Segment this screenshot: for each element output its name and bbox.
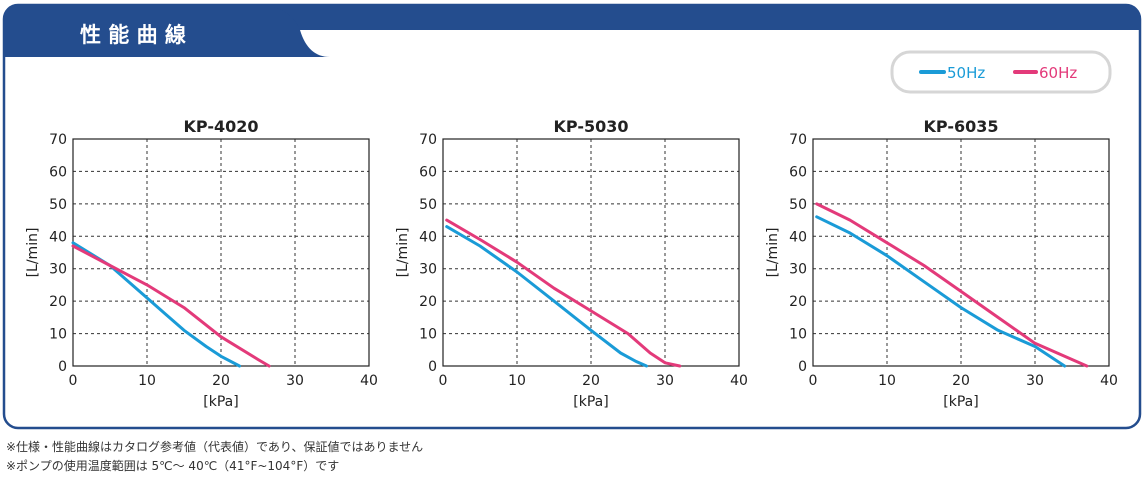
y-tick-label: 10 — [789, 327, 807, 343]
x-tick-label: 20 — [952, 373, 970, 389]
chart-2: KP-5030 0 10 20 30 40 0 10 20 30 40 50 60 70 [kPa] [L/m… — [395, 117, 748, 410]
chart-3: KP-6035 0 10 20 30 40 0 10 20 30 40 50 60 70 [kPa] [L/m… — [765, 117, 1118, 410]
x-tick-label: 30 — [1026, 373, 1044, 389]
y-tick-label: 50 — [789, 197, 807, 213]
x-tick-label: 20 — [582, 373, 600, 389]
legend-box — [890, 50, 1112, 94]
x-tick-label: 40 — [360, 373, 378, 389]
x-tick-label: 0 — [809, 373, 818, 389]
x-tick-label: 40 — [730, 373, 748, 389]
x-tick-label: 10 — [138, 373, 156, 389]
x-tick-label: 0 — [69, 373, 78, 389]
legend: 50Hz 60Hz — [890, 50, 1112, 94]
x-tick-label: 40 — [1100, 373, 1118, 389]
header-title-tab — [4, 5, 330, 57]
y-tick-label: 10 — [49, 327, 67, 343]
chart-title: KP-4020 — [183, 117, 258, 136]
y-tick-label: 10 — [419, 327, 437, 343]
y-tick-label: 0 — [428, 359, 437, 375]
y-tick-label: 40 — [419, 229, 437, 245]
legend-label-50hz: 50Hz — [947, 64, 985, 82]
chart-title: KP-6035 — [923, 117, 998, 136]
series-line-50hz — [71, 241, 241, 368]
x-tick-label: 30 — [656, 373, 674, 389]
series-line-60hz — [445, 218, 682, 368]
y-tick-label: 40 — [49, 229, 67, 245]
page-title: 性 能 曲 線 — [80, 23, 186, 47]
series-line-60hz — [815, 202, 1089, 368]
series-line-50hz — [815, 215, 1067, 368]
y-tick-label: 0 — [58, 359, 67, 375]
x-tick-label: 20 — [212, 373, 230, 389]
temperature-note: ※ポンプの使用温度範囲は 5℃～ 40℃（41°F~104°F）です — [6, 459, 340, 473]
y-tick-label: 20 — [49, 294, 67, 310]
x-tick-label: 10 — [508, 373, 526, 389]
plot-area — [442, 138, 740, 367]
y-axis-label: [L/min] — [25, 228, 41, 278]
disclaimer-note: ※仕様・性能曲線はカタログ参考値（代表値）であり、保証値ではありません — [6, 440, 424, 454]
y-tick-label: 30 — [49, 262, 67, 278]
y-tick-label: 60 — [789, 164, 807, 180]
y-tick-label: 50 — [49, 197, 67, 213]
y-tick-label: 20 — [789, 294, 807, 310]
x-tick-label: 10 — [878, 373, 896, 389]
plot-area — [812, 138, 1110, 367]
y-tick-label: 70 — [789, 132, 807, 148]
y-tick-label: 20 — [419, 294, 437, 310]
y-tick-label: 50 — [419, 197, 437, 213]
y-tick-label: 70 — [419, 132, 437, 148]
y-tick-label: 30 — [789, 262, 807, 278]
y-tick-label: 70 — [49, 132, 67, 148]
y-tick-label: 40 — [789, 229, 807, 245]
x-tick-label: 30 — [286, 373, 304, 389]
y-axis-label: [L/min] — [765, 228, 781, 278]
x-axis-label: [kPa] — [573, 394, 608, 410]
y-tick-label: 0 — [798, 359, 807, 375]
y-axis-label: [L/min] — [395, 228, 411, 278]
chart-1: KP-4020 0 10 20 30 40 0 10 20 30 40 50 60 70 [kPa] [L/m… — [25, 117, 378, 410]
chart-title: KP-5030 — [553, 117, 628, 136]
legend-label-60hz: 60Hz — [1039, 64, 1077, 82]
y-tick-label: 60 — [419, 164, 437, 180]
series-line-60hz — [71, 244, 271, 368]
x-axis-label: [kPa] — [203, 394, 238, 410]
x-axis-label: [kPa] — [943, 394, 978, 410]
series-line-50hz — [445, 225, 648, 368]
y-tick-label: 30 — [419, 262, 437, 278]
plot-area — [72, 138, 370, 367]
x-tick-label: 0 — [439, 373, 448, 389]
charts-group: KP-4020 0 10 20 30 40 0 10 20 30 40 50 60 70 [kPa] [L/m… — [25, 117, 1118, 410]
y-tick-label: 60 — [49, 164, 67, 180]
